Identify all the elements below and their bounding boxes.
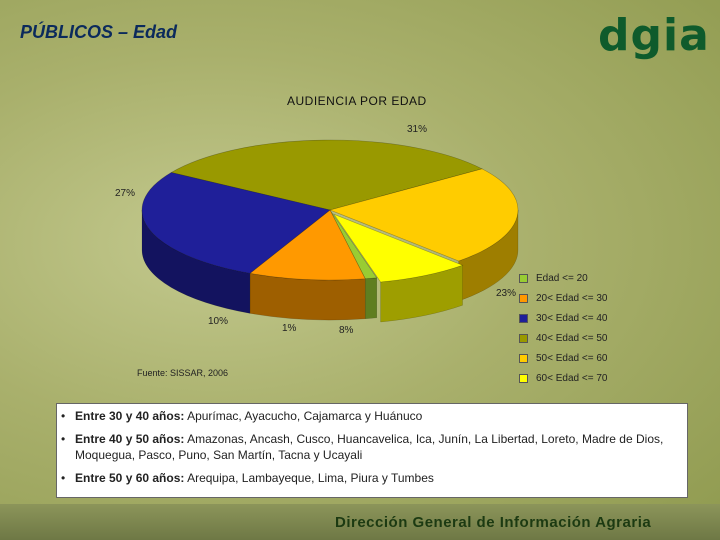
bullet-heading: Entre 30 y 40 años: xyxy=(75,409,185,423)
legend-item: 20< Edad <= 30 xyxy=(519,288,607,308)
bullet-item: • Entre 30 y 40 años: Apurímac, Ayacucho,… xyxy=(57,408,679,424)
pct-label-10: 10% xyxy=(208,316,229,327)
legend-item: 40< Edad <= 50 xyxy=(519,328,607,348)
chart-source: Fuente: SISSAR, 2006 xyxy=(137,368,229,378)
legend-label: 20< Edad <= 30 xyxy=(536,292,608,304)
legend-swatch xyxy=(519,293,528,303)
legend-item: Edad <= 20 xyxy=(519,268,607,288)
bullet-item: • Entre 50 y 60 años: Arequipa, Lambayequ… xyxy=(57,470,679,486)
legend-label: 30< Edad <= 40 xyxy=(536,312,608,324)
legend-label: 50< Edad <= 60 xyxy=(536,352,608,364)
pct-label-23: 23% xyxy=(496,288,517,299)
bullet-body: Amazonas, Ancash, Cusco, Huancavelica, I… xyxy=(75,432,664,462)
regions-textbox: • Entre 30 y 40 años: Apurímac, Ayacucho,… xyxy=(56,403,688,498)
legend-swatch xyxy=(519,313,528,323)
dgia-logo: dgia xyxy=(598,10,710,61)
legend-swatch xyxy=(519,353,528,363)
pct-label-27: 27% xyxy=(115,188,136,199)
bullet-item: • Entre 40 y 50 años: Amazonas, Ancash, C… xyxy=(57,431,679,463)
pie-slice xyxy=(170,139,483,211)
legend-item: 30< Edad <= 40 xyxy=(519,308,607,328)
legend-label: 40< Edad <= 50 xyxy=(536,332,608,344)
bullet-dot: • xyxy=(61,409,66,423)
pie-slice xyxy=(329,168,519,262)
legend-item: 50< Edad <= 60 xyxy=(519,348,607,368)
pie-slice-side xyxy=(364,277,378,320)
chart-legend: Edad <= 20 20< Edad <= 30 30< Edad <= 40… xyxy=(519,268,607,388)
legend-swatch xyxy=(519,333,528,343)
pie-slice xyxy=(329,209,378,280)
legend-label: Edad <= 20 xyxy=(536,272,588,284)
pie-slice-side xyxy=(249,273,366,321)
bullet-heading: Entre 50 y 60 años: xyxy=(75,471,185,485)
legend-swatch xyxy=(519,373,528,383)
bullet-body: Arequipa, Lambayeque, Lima, Piura y Tumb… xyxy=(184,471,434,485)
legend-item: 60< Edad <= 70 xyxy=(519,368,607,388)
chart-title: AUDIENCIA POR EDAD xyxy=(287,94,427,108)
pct-label-8: 8% xyxy=(339,325,354,336)
bullet-body: Apurímac, Ayacucho, Cajamarca y Huánuco xyxy=(184,409,423,423)
pie-slice xyxy=(141,172,331,274)
bullet-dot: • xyxy=(61,471,66,485)
bullet-dot: • xyxy=(61,432,66,446)
pct-label-1: 1% xyxy=(282,323,297,334)
bullet-heading: Entre 40 y 50 años: xyxy=(75,432,185,446)
footer-bar: Dirección General de Información Agraria xyxy=(0,504,720,540)
pct-label-31: 31% xyxy=(407,124,428,135)
legend-swatch xyxy=(519,273,528,283)
legend-label: 60< Edad <= 70 xyxy=(536,372,608,384)
footer-text: Dirección General de Información Agraria xyxy=(335,514,652,531)
pie-slice xyxy=(249,209,366,281)
pie-slice xyxy=(333,213,464,283)
slide-title: PÚBLICOS – Edad xyxy=(20,22,178,42)
